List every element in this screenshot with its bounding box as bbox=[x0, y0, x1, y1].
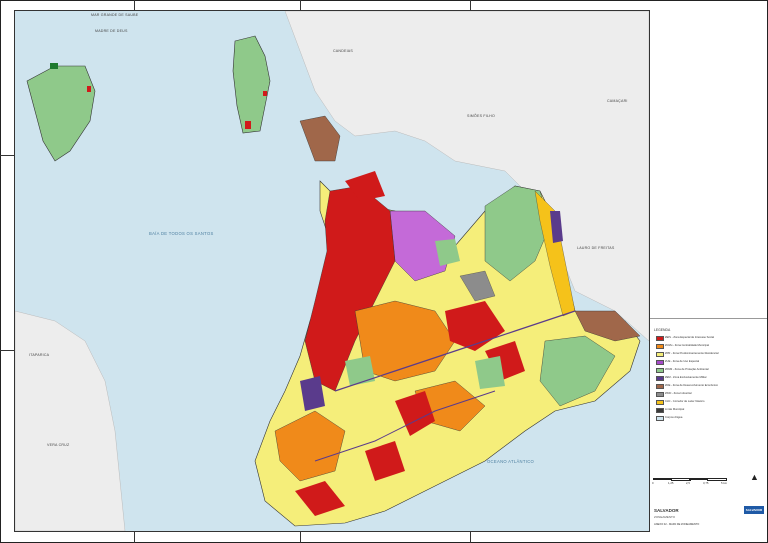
grid-tick bbox=[134, 0, 135, 10]
place-label: CAMAÇARI bbox=[607, 99, 628, 103]
grid-tick bbox=[0, 155, 14, 156]
legend-swatch bbox=[656, 336, 664, 342]
map-canvas bbox=[15, 11, 649, 531]
legend-item: ZPR - Zona Predominantemente Residencial bbox=[656, 351, 764, 358]
ocean-label: OCEANO ATLÂNTICO bbox=[487, 459, 535, 464]
legend-label: ZIND - Zona Industrial bbox=[665, 391, 692, 395]
legend-swatch bbox=[656, 360, 664, 366]
grid-tick bbox=[300, 0, 301, 10]
place-label: MADRE DE DEUS bbox=[95, 29, 128, 33]
place-label: CANDEIAS bbox=[333, 49, 353, 53]
scale-label: 1,25 bbox=[668, 481, 674, 485]
zone-zpam bbox=[484, 185, 551, 282]
legend-top-box bbox=[650, 10, 767, 319]
legend-swatch bbox=[656, 384, 664, 390]
scale-label: 0 bbox=[652, 481, 654, 485]
scale-label: 2,5 bbox=[686, 481, 690, 485]
legend-label: ZEM - Zona Exclusivamente Militar bbox=[665, 375, 707, 379]
legend-item: ZEM - Zona Exclusivamente Militar bbox=[656, 375, 764, 382]
place-label: ITAPARICA bbox=[29, 353, 50, 357]
place-label: SIMÕES FILHO bbox=[467, 114, 495, 118]
scale-label: 5 km bbox=[721, 481, 728, 485]
legend-label: ZUE - Zona de Uso Especial bbox=[665, 359, 700, 363]
legend-item: Limite Municipal bbox=[656, 407, 764, 414]
island-mare bbox=[232, 35, 271, 134]
title-block: SALVADOR ZONEAMENTO ANEXO 02 - MAPA DE Z… bbox=[650, 488, 766, 530]
legend-label: Limite Municipal bbox=[665, 407, 685, 411]
legend-swatch bbox=[656, 416, 664, 422]
legend-item: ZDE - Zona de Desenvolvimento Econômico bbox=[656, 383, 764, 390]
legend-label: ZDE - Zona de Desenvolvimento Econômico bbox=[665, 383, 719, 387]
legend-swatch bbox=[656, 400, 664, 406]
mainland-north bbox=[284, 11, 649, 342]
place-label: VERA CRUZ bbox=[47, 443, 70, 447]
scale-label: 3,75 bbox=[703, 481, 709, 485]
legend-panel: LEGENDA ZEIS - Zona Especial de Interess… bbox=[649, 10, 767, 530]
place-label: LAURO DE FREITAS bbox=[577, 246, 615, 250]
legend-label: ZPR - Zona Predominantemente Residencial bbox=[665, 351, 719, 355]
north-arrow-icon: ▲ bbox=[750, 472, 759, 482]
grid-tick bbox=[300, 530, 301, 543]
grid-tick bbox=[0, 350, 14, 351]
grid-tick bbox=[134, 530, 135, 543]
legend-label: Corpos d'água bbox=[665, 415, 683, 419]
legend-swatch bbox=[656, 368, 664, 374]
legend-swatch bbox=[656, 344, 664, 350]
legend-swatch bbox=[656, 392, 664, 398]
legend-label: ZEIS - Zona Especial de Interesse Social bbox=[665, 335, 714, 339]
map-title: SALVADOR bbox=[654, 508, 679, 513]
legend-item: ZUE - Zona de Uso Especial bbox=[656, 359, 764, 366]
legend-heading: LEGENDA bbox=[654, 328, 671, 332]
legend-item: ZIND - Zona Industrial bbox=[656, 391, 764, 398]
legend-item: ZEIS - Zona Especial de Interesse Social bbox=[656, 335, 764, 342]
island-frades bbox=[26, 65, 96, 162]
legend-item: ZCMu - Zona Centralidade Municipal bbox=[656, 343, 764, 350]
legend-swatch bbox=[656, 376, 664, 382]
legend-swatch bbox=[656, 352, 664, 358]
map-frame[interactable]: MAR GRANDE DE SAUBE MADRE DE DEUS CANDEI… bbox=[14, 10, 650, 532]
scale-bar: 0 1,25 2,5 3,75 5 km bbox=[652, 476, 743, 486]
place-label: MAR GRANDE DE SAUBE bbox=[91, 13, 139, 17]
legend-label: ZCMu - Zona Centralidade Municipal bbox=[665, 343, 709, 347]
mainland-west bbox=[15, 310, 126, 531]
legend-label: ZPAM - Zona de Proteção Ambiental bbox=[665, 367, 709, 371]
map-subtitle: ZONEAMENTO bbox=[654, 515, 676, 519]
bay-label: BAÍA DE TODOS OS SANTOS bbox=[149, 231, 214, 236]
zone-zde bbox=[299, 115, 341, 162]
legend-item: CLN - Corredor de Lazer Náutico bbox=[656, 399, 764, 406]
map-footer: ANEXO 02 - MAPA DE ZONEAMENTO bbox=[654, 523, 700, 526]
legend-label: CLN - Corredor de Lazer Náutico bbox=[665, 399, 705, 403]
legend-swatch bbox=[656, 408, 664, 414]
grid-tick bbox=[470, 0, 471, 10]
legend-item: ZPAM - Zona de Proteção Ambiental bbox=[656, 367, 764, 374]
grid-tick bbox=[470, 530, 471, 543]
legend-item: Corpos d'água bbox=[656, 415, 764, 422]
logo: SALVADOR bbox=[744, 506, 764, 514]
